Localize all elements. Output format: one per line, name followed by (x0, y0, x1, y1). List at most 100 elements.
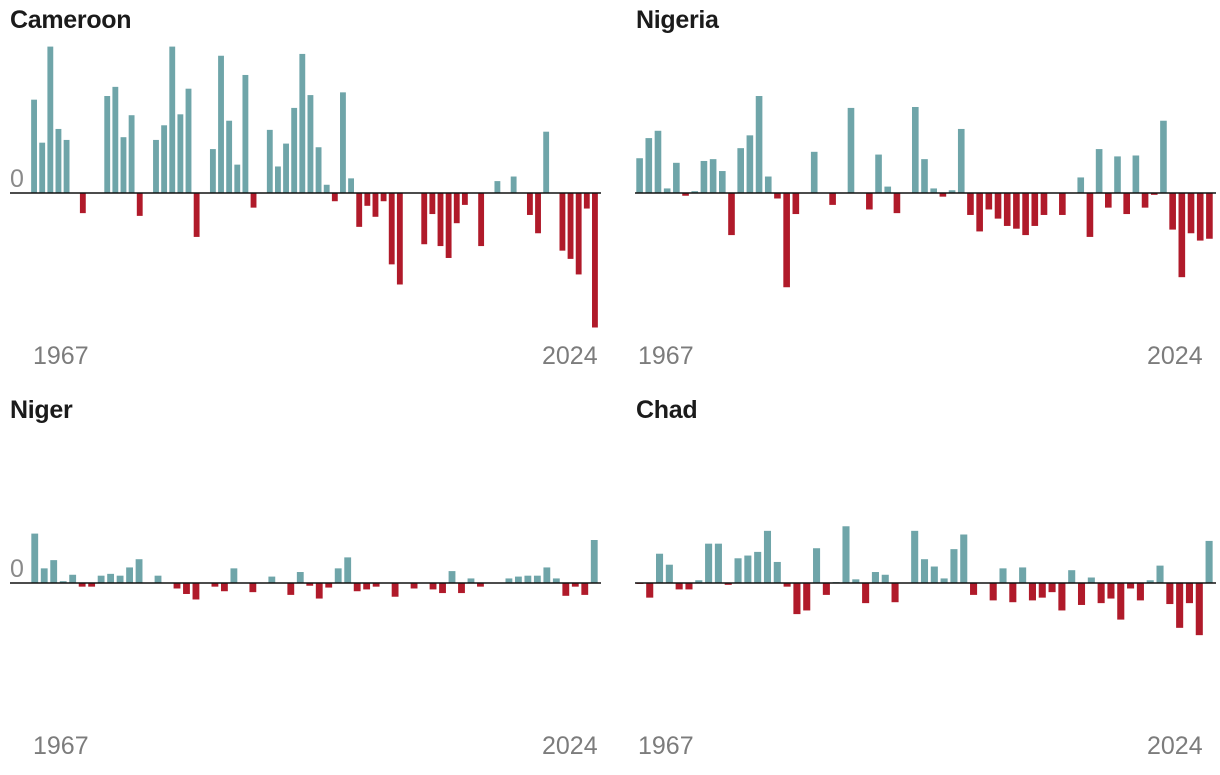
bar (663, 188, 671, 194)
bar (266, 129, 273, 194)
bar (461, 193, 468, 205)
bar (875, 154, 882, 193)
bar (1077, 583, 1086, 605)
bar (682, 193, 689, 196)
bar (852, 579, 860, 583)
bar (1095, 149, 1103, 193)
bar (344, 557, 352, 583)
bar (287, 583, 295, 595)
bar (173, 583, 181, 589)
bar (1136, 583, 1144, 601)
bar (763, 530, 772, 583)
bar (1114, 156, 1121, 193)
bar (700, 160, 708, 193)
bar (439, 583, 446, 594)
x-axis-start-label: 1967 (638, 342, 694, 370)
bar (793, 583, 801, 615)
bar (154, 575, 162, 583)
bar (705, 543, 713, 583)
bar (356, 193, 363, 227)
bar (673, 162, 680, 194)
bar (891, 583, 899, 603)
bar (950, 549, 958, 583)
bar (177, 114, 184, 193)
bar (675, 583, 683, 590)
bar (783, 193, 790, 288)
bar (754, 551, 762, 583)
bar (1141, 193, 1149, 208)
bar (989, 583, 997, 601)
bar (1156, 565, 1164, 584)
bar (970, 583, 978, 595)
bar (429, 193, 436, 215)
bar (792, 193, 800, 215)
bar (391, 583, 399, 597)
bar-chart (635, 96, 1216, 288)
bar (437, 193, 444, 247)
bar-chart (635, 526, 1216, 636)
bar (226, 120, 233, 193)
bar (1132, 155, 1140, 194)
bar (920, 559, 929, 583)
bar (1160, 120, 1167, 193)
bar (985, 193, 993, 210)
bar (1176, 583, 1184, 628)
chart-panel-chad: Chad 1967 2024 (625, 390, 1220, 775)
bar (592, 193, 598, 328)
bar (514, 576, 522, 583)
bar (1178, 193, 1186, 278)
bar (912, 106, 919, 193)
chart-panel-niger: Niger 0 1967 2024 (0, 390, 601, 775)
bar (120, 137, 127, 194)
bar (773, 561, 781, 583)
bar (55, 128, 62, 193)
bar (842, 526, 850, 583)
bar (230, 568, 238, 583)
bar (526, 193, 533, 215)
bar (1059, 193, 1066, 215)
bar (104, 96, 111, 193)
bar (153, 139, 159, 193)
bar (533, 575, 541, 583)
bar (960, 534, 968, 583)
bar (695, 580, 703, 583)
bar (810, 151, 818, 193)
bar (1028, 583, 1036, 601)
bar (410, 583, 418, 589)
bar (774, 193, 781, 199)
bar (47, 46, 54, 193)
bar (331, 193, 338, 202)
bar (755, 96, 763, 193)
bar (1048, 583, 1056, 593)
bar (1196, 193, 1204, 241)
bar (744, 555, 752, 583)
bar (112, 86, 119, 193)
bar (1117, 583, 1125, 620)
bar (1087, 577, 1095, 583)
bar (192, 583, 200, 600)
bar (380, 193, 387, 202)
x-axis-start-label: 1967 (638, 732, 694, 760)
bar-chart: 0 (10, 46, 601, 328)
bar (306, 583, 314, 586)
bar (1097, 583, 1105, 604)
bar (866, 193, 873, 210)
bar (1166, 583, 1174, 605)
bar (307, 95, 314, 193)
bar (654, 130, 662, 193)
bar (999, 568, 1007, 583)
bar (562, 583, 570, 596)
bar (467, 578, 475, 584)
bar (59, 581, 67, 583)
bar (911, 530, 919, 583)
bar (421, 193, 428, 245)
bar (893, 193, 901, 214)
bar (1022, 193, 1029, 236)
bar (209, 149, 216, 193)
bar (921, 159, 928, 193)
bar (39, 142, 46, 194)
bar (822, 583, 830, 595)
bar (1013, 193, 1020, 229)
bar (685, 583, 693, 590)
bar (783, 583, 791, 587)
